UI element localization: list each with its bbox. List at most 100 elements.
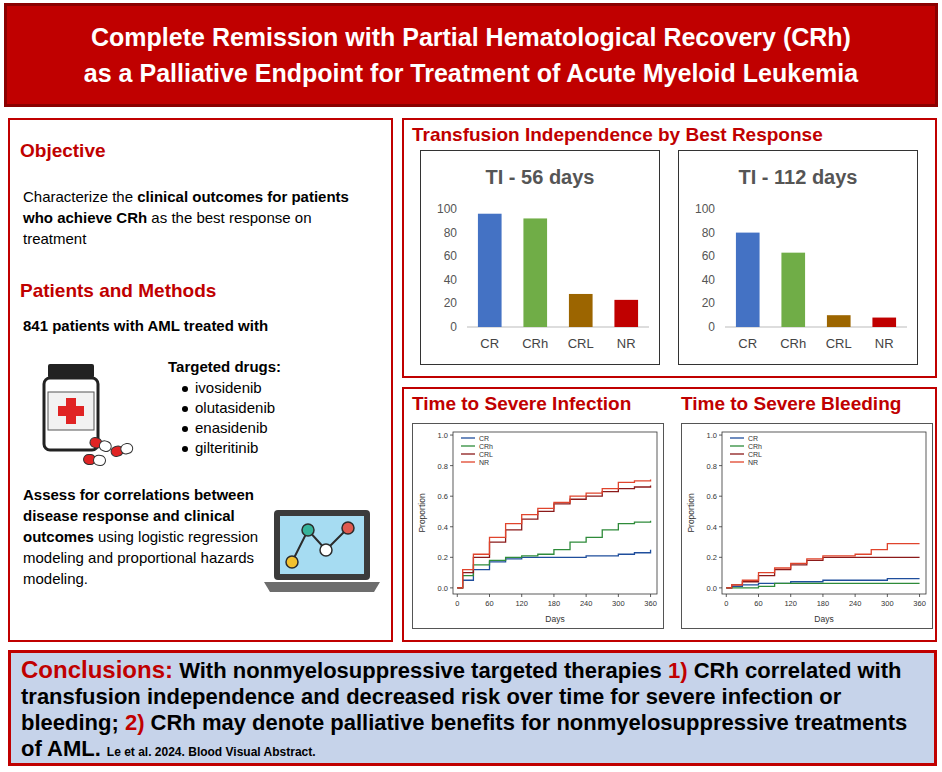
icon-line bbox=[292, 528, 348, 562]
series-group bbox=[457, 479, 650, 588]
bar bbox=[781, 253, 805, 327]
bar bbox=[569, 294, 593, 327]
x-tick bbox=[758, 594, 759, 597]
x-tick-label: 360 bbox=[913, 599, 926, 608]
y-tick-label: 0 bbox=[708, 320, 715, 334]
bar bbox=[872, 318, 896, 327]
x-tick bbox=[822, 594, 823, 597]
x-tick-label: CRh bbox=[780, 336, 806, 351]
bar-chart: TI - 112 days020406080100CRCRhCRLNR bbox=[679, 151, 917, 364]
km-curve bbox=[457, 550, 650, 588]
x-tick-label: 0 bbox=[724, 599, 728, 608]
drug-name: olutasidenib bbox=[195, 399, 275, 416]
drug-item: gilteritinib bbox=[182, 438, 275, 458]
bar-chart-box: TI - 112 days020406080100CRCRhCRLNR bbox=[678, 150, 918, 365]
y-axis-label: Proportion bbox=[686, 493, 696, 532]
y-tick bbox=[719, 557, 722, 558]
plot-frame bbox=[722, 432, 926, 594]
x-tick bbox=[457, 594, 458, 597]
y-tick-label: 0.8 bbox=[707, 462, 717, 471]
laptop-display bbox=[280, 516, 364, 574]
x-tick bbox=[521, 594, 522, 597]
text-part: Characterize the bbox=[23, 188, 137, 205]
km-curve bbox=[726, 557, 919, 588]
y-tick-label: 100 bbox=[437, 202, 457, 216]
x-tick-label: 0 bbox=[455, 599, 459, 608]
x-tick-label: CR bbox=[480, 336, 499, 351]
y-tick-label: 100 bbox=[695, 202, 715, 216]
legend-label: CRL bbox=[479, 451, 493, 458]
x-tick-label: 300 bbox=[881, 599, 894, 608]
bullet bbox=[182, 406, 188, 412]
bottle-body bbox=[44, 378, 98, 450]
text-part: With nonmyelosuppressive targeted therap… bbox=[173, 658, 668, 683]
transfusion-panel: Transfusion Independence by Best Respons… bbox=[402, 118, 937, 378]
bar-chart: TI - 56 days020406080100CRCRhCRLNR bbox=[421, 151, 659, 364]
drug-name: gilteritinib bbox=[195, 439, 258, 456]
x-axis-label: Days bbox=[814, 614, 833, 624]
x-tick bbox=[726, 594, 727, 597]
capsule-half bbox=[120, 442, 134, 455]
x-tick-label: 180 bbox=[817, 599, 830, 608]
x-tick-label: 360 bbox=[644, 599, 657, 608]
y-tick-label: 40 bbox=[702, 273, 716, 287]
km-curve bbox=[726, 544, 919, 588]
legend-label: NR bbox=[748, 459, 758, 466]
y-tick-label: 80 bbox=[702, 226, 716, 240]
title-line: as a Palliative Endpoint for Treatment o… bbox=[84, 55, 858, 91]
x-tick bbox=[790, 594, 791, 597]
y-tick-label: 0.2 bbox=[707, 553, 717, 562]
y-tick-label: 1.0 bbox=[707, 431, 717, 440]
panel-heading: Time to Severe Bleeding bbox=[681, 393, 901, 415]
bar bbox=[478, 214, 502, 327]
x-tick-label: CRh bbox=[522, 336, 548, 351]
y-tick bbox=[719, 526, 722, 527]
legend-swatch bbox=[730, 445, 744, 446]
capsule-half bbox=[98, 439, 113, 453]
capsule bbox=[83, 454, 106, 466]
y-tick-label: 0.8 bbox=[438, 462, 448, 471]
bullet bbox=[182, 386, 188, 392]
y-tick-label: 0.6 bbox=[438, 492, 448, 501]
km-chart: 0.00.20.40.60.81.0060120180240300360Days… bbox=[413, 424, 663, 628]
series-group bbox=[726, 544, 919, 588]
x-tick-label: CRL bbox=[826, 336, 852, 351]
y-tick-label: 0.4 bbox=[438, 523, 448, 532]
drug-list: ivosidenibolutasidenibenasidenibgilterit… bbox=[182, 378, 275, 458]
x-tick-label: 180 bbox=[548, 599, 561, 608]
y-axis-label: Proportion bbox=[417, 493, 427, 532]
x-tick-label: 240 bbox=[580, 599, 593, 608]
capsule bbox=[110, 442, 134, 457]
legend-swatch bbox=[730, 461, 744, 462]
drugs-heading: Targeted drugs: bbox=[168, 358, 281, 375]
y-tick bbox=[450, 496, 453, 497]
legend-swatch bbox=[730, 453, 744, 454]
y-tick bbox=[450, 435, 453, 436]
outcomes-panel: Time to Severe Infection0.00.20.40.60.81… bbox=[402, 387, 937, 642]
text-part: 2) bbox=[125, 710, 145, 735]
citation: Le et al. 2024. Blood Visual Abstract. bbox=[107, 745, 316, 759]
bottle-label bbox=[48, 392, 94, 430]
capsule-half bbox=[93, 455, 106, 466]
km-curve bbox=[726, 583, 919, 588]
panel-heading: Transfusion Independence by Best Respons… bbox=[412, 124, 823, 146]
icon-dot bbox=[286, 556, 298, 568]
x-tick-label: CR bbox=[738, 336, 757, 351]
x-tick-label: 60 bbox=[485, 599, 493, 608]
methods-panel: ObjectiveCharacterize the clinical outco… bbox=[8, 118, 393, 642]
y-tick-label: 60 bbox=[444, 249, 458, 263]
x-tick-label: CRL bbox=[568, 336, 594, 351]
y-tick bbox=[450, 557, 453, 558]
y-tick-label: 20 bbox=[444, 296, 458, 310]
y-tick-label: 0.4 bbox=[707, 523, 717, 532]
legend-label: CRL bbox=[748, 451, 762, 458]
x-tick bbox=[919, 594, 920, 597]
plot-frame bbox=[453, 432, 657, 594]
section-heading: Patients and Methods bbox=[20, 280, 216, 302]
bars bbox=[736, 233, 896, 327]
y-tick-label: 0.0 bbox=[438, 584, 448, 593]
drug-item: ivosidenib bbox=[182, 378, 275, 398]
x-tick bbox=[586, 594, 587, 597]
x-tick bbox=[489, 594, 490, 597]
pill-bottle-icon bbox=[32, 356, 142, 466]
